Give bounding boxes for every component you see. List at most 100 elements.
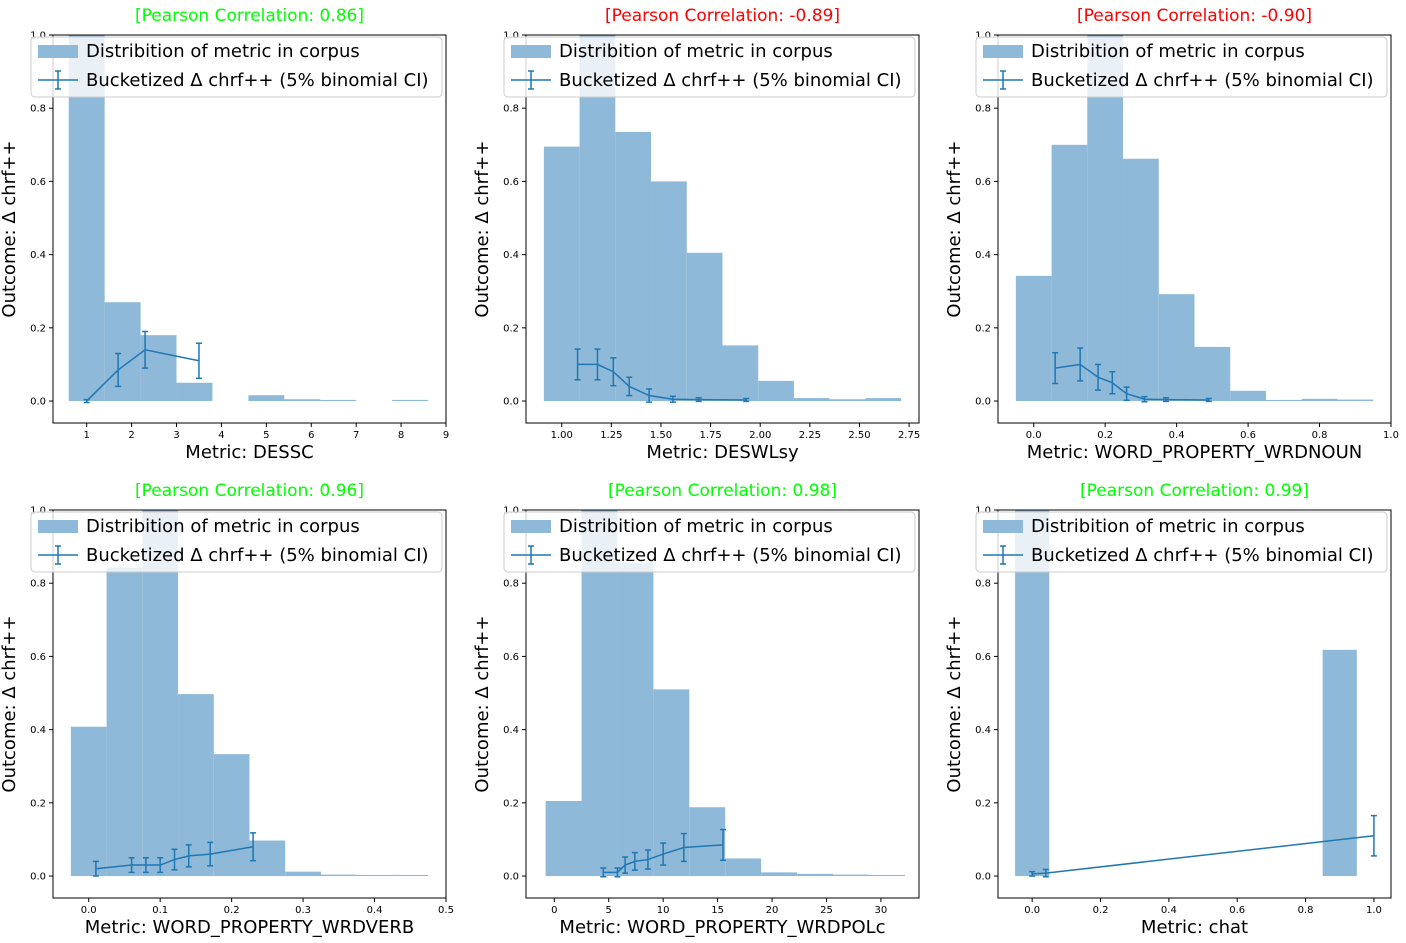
y-tick-label: 0.2 (975, 323, 991, 334)
error-bar (195, 342, 202, 380)
error-bar (1205, 397, 1212, 403)
histogram-bar (722, 345, 759, 402)
subplot-2: 1.00 1.25 1.50 1.75 2.00 2.25 2.50 2.75 0.0 0.2 0.… (472, 6, 920, 463)
histogram-bar (832, 874, 869, 877)
legend: Distribition of metric in corpus Bucketiz… (503, 36, 916, 98)
x-tick-label: 0.0 (1026, 430, 1042, 441)
y-tick-label: 1.0 (30, 506, 46, 517)
error-bar (631, 851, 638, 871)
x-tick-label: 2.00 (749, 430, 771, 441)
error-bar (660, 842, 667, 866)
x-tick-label: 1.50 (650, 430, 672, 441)
y-tick-label: 0.4 (975, 725, 991, 736)
error-bar (680, 832, 687, 863)
legend-hist-swatch (38, 520, 78, 533)
legend-hist-label: Distribition of metric in corpus (86, 516, 360, 537)
x-tick-label: 25 (820, 905, 833, 916)
y-tick-label: 0.0 (503, 872, 519, 883)
y-tick-label: 0.4 (975, 250, 991, 261)
error-bar (142, 856, 149, 874)
x-tick-label: 0.4 (1161, 905, 1177, 916)
histogram-bar (865, 398, 902, 402)
error-bar (83, 398, 90, 404)
y-axis-label: Outcome: Δ chrf++ (944, 615, 965, 792)
error-bar (92, 860, 99, 877)
y-tick-label: 0.2 (503, 323, 519, 334)
y-tick-label: 1.0 (975, 31, 991, 42)
legend-hist-label: Distribition of metric in corpus (559, 516, 833, 537)
histogram-bar (615, 132, 652, 402)
legend-hist-label: Distribition of metric in corpus (86, 41, 360, 62)
y-axis-label: Outcome: Δ chrf++ (472, 615, 493, 792)
y-tick-label: 0.0 (30, 872, 46, 883)
histogram-bar (249, 840, 286, 877)
series-line (577, 363, 747, 401)
error-bar (720, 828, 727, 862)
error-bar (142, 330, 149, 369)
legend-hist-label: Distribition of metric in corpus (559, 41, 833, 62)
x-tick-label: 0.4 (1169, 430, 1185, 441)
x-tick-label: 0.2 (224, 905, 240, 916)
x-tick-label: 0.3 (295, 905, 311, 916)
x-tick-label: 0.4 (367, 905, 383, 916)
error-bar (1370, 814, 1377, 857)
legend: Distribition of metric in corpus Bucketiz… (30, 36, 443, 98)
histogram-bar (725, 858, 762, 877)
histogram-bar (617, 563, 654, 877)
histogram-bar (320, 399, 357, 402)
y-tick-label: 0.0 (30, 397, 46, 408)
axes-frame (997, 34, 1392, 424)
legend-hist-swatch (983, 45, 1023, 58)
error-bar (1162, 396, 1169, 403)
y-axis-label: Outcome: Δ chrf++ (472, 140, 493, 317)
legend-line-label: Bucketized Δ chrf++ (5% binomial CI) (86, 70, 429, 91)
histogram-bar (1301, 398, 1338, 402)
x-tick-label: 2.75 (898, 430, 920, 441)
legend-box (30, 36, 443, 98)
histogram-bar (392, 399, 429, 402)
error-bar (1109, 371, 1116, 395)
x-tick-label: 0.0 (1024, 905, 1040, 916)
x-tick-label: 0.6 (1240, 430, 1256, 441)
y-tick-label: 0.2 (30, 798, 46, 809)
x-tick-label: 3 (173, 430, 179, 441)
y-tick-label: 0.6 (975, 177, 991, 188)
series-line (603, 844, 724, 874)
histogram-bar (106, 567, 143, 877)
y-tick-label: 1.0 (975, 506, 991, 517)
x-tick-label: 2.50 (848, 430, 870, 441)
x-tick-label: 1.0 (1366, 905, 1382, 916)
legend-hist-swatch (38, 45, 78, 58)
x-tick-label: 5 (263, 430, 269, 441)
y-tick-label: 0.0 (975, 872, 991, 883)
x-tick-label: 0.0 (81, 905, 97, 916)
chart-title: [Pearson Correlation: 0.96] (135, 481, 364, 501)
x-tick-label: 1 (83, 430, 89, 441)
histogram-bar (543, 146, 580, 402)
x-axis-label: Metric: WORD_PROPERTY_WRDVERB (85, 917, 414, 938)
legend: Distribition of metric in corpus Bucketiz… (503, 511, 916, 573)
legend-line-label: Bucketized Δ chrf++ (5% binomial CI) (1031, 70, 1374, 91)
x-tick-label: 0.6 (1229, 905, 1245, 916)
x-tick-label: 0.1 (152, 905, 168, 916)
y-tick-label: 0.4 (30, 250, 46, 261)
legend-line-label: Bucketized Δ chrf++ (5% binomial CI) (86, 545, 429, 566)
subplot-4: 0.0 0.1 0.2 0.3 0.4 0.5 0.0 0.2 0.4 0.6 0.8 1.0 [Pea… (0, 481, 454, 938)
y-tick-label: 0.2 (503, 798, 519, 809)
y-tick-label: 0.4 (503, 250, 519, 261)
histogram-bar (1158, 294, 1195, 402)
error-bar (115, 352, 122, 388)
error-bar (646, 388, 653, 403)
legend-hist-label: Distribition of metric in corpus (1031, 516, 1305, 537)
histogram-bar (1015, 275, 1052, 402)
subplot-5: 0 5 10 15 20 25 30 0.0 0.2 0.4 0.6 0.8 1.0 [Pearson C… (472, 481, 920, 938)
y-tick-label: 0.8 (975, 104, 991, 115)
error-bar (128, 856, 135, 874)
y-tick-label: 0.8 (30, 579, 46, 590)
y-tick-label: 0.8 (30, 104, 46, 115)
subplot-6: 0.0 0.2 0.4 0.6 0.8 1.0 0.0 0.2 0.4 0.6 0.8 1.0 [Pea… (944, 481, 1392, 938)
error-bar (1029, 870, 1036, 877)
x-tick-label: 6 (308, 430, 314, 441)
legend-box (975, 36, 1388, 98)
